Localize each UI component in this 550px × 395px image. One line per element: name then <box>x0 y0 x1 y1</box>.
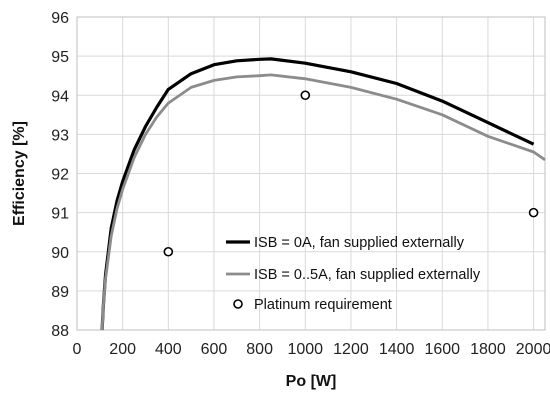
y-axis-label: Efficiency [%] <box>11 121 28 226</box>
x-axis-label: Po [W] <box>286 373 337 390</box>
platinum-marker <box>300 90 311 101</box>
plot-border <box>76 16 546 331</box>
y-tick-label: 89 <box>51 284 69 301</box>
x-axis: 0 200 400 600 800 1000 1200 1400 1600 1800 2000 <box>73 341 550 358</box>
x-tick-label: 600 <box>201 341 228 358</box>
y-tick-label: 95 <box>51 49 69 66</box>
series-line-2 <box>100 73 546 331</box>
y-tick-label: 93 <box>51 127 69 144</box>
platinum-marker <box>163 246 174 257</box>
y-tick-label: 90 <box>51 245 69 262</box>
x-tick-label: 1400 <box>379 341 415 358</box>
x-tick-label: 1200 <box>333 341 369 358</box>
legend-label-2: ISB = 0..5A, fan supplied externally <box>254 267 481 283</box>
y-tick-label: 88 <box>51 323 69 340</box>
series-group <box>100 57 546 331</box>
series-line-1 <box>100 57 535 331</box>
y-tick-label: 92 <box>51 167 69 184</box>
plot-area <box>76 16 546 331</box>
y-axis: 88 89 90 91 92 93 94 95 96 <box>51 10 69 340</box>
y-tick-label: 96 <box>51 10 69 27</box>
x-tick-label: 1600 <box>424 341 460 358</box>
y-tick-label: 91 <box>51 206 69 223</box>
x-tick-label: 1800 <box>470 341 506 358</box>
y-tick-label: 94 <box>51 88 69 105</box>
x-tick-label: 200 <box>109 341 136 358</box>
legend-label-1: ISB = 0A, fan supplied externally <box>254 235 465 251</box>
platinum-marker <box>528 207 539 218</box>
x-tick-label: 800 <box>246 341 273 358</box>
legend: ISB = 0A, fan supplied externally ISB = 0… <box>226 235 481 313</box>
legend-label-3: Platinum requirement <box>254 297 392 313</box>
legend-marker <box>233 299 243 309</box>
x-tick-label: 1000 <box>287 341 323 358</box>
x-tick-label: 2000 <box>516 341 550 358</box>
x-tick-label: 0 <box>73 341 82 358</box>
x-tick-label: 400 <box>155 341 182 358</box>
